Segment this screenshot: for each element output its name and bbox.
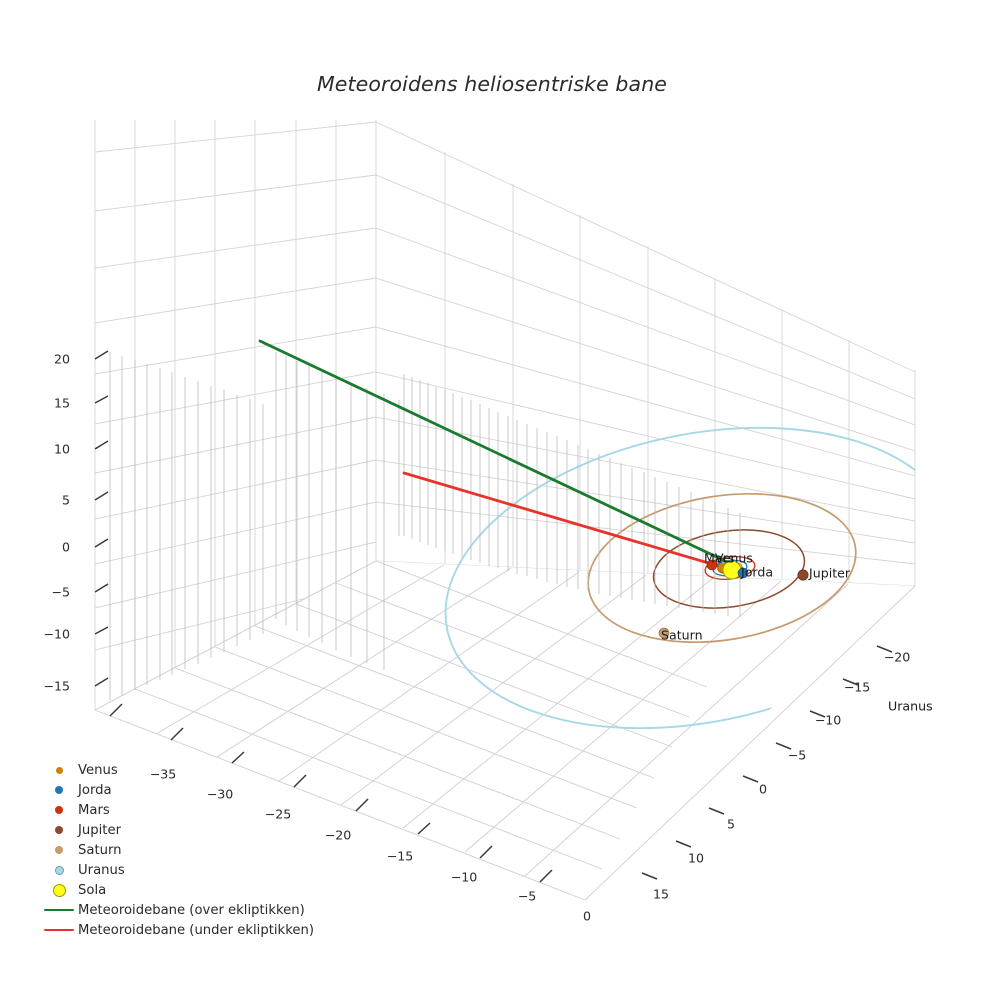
line-swatch-icon [40, 928, 78, 932]
meteoroid-track-below-ecliptic[interactable] [402, 471, 734, 572]
marker-jupiter [797, 569, 809, 581]
legend-item-track-above[interactable]: Meteoroidebane (over ekliptikken) [40, 900, 340, 920]
legend-item-label: Saturn [78, 842, 122, 858]
y-tick-label: 5 [726, 816, 736, 832]
legend-item-label: Uranus [78, 862, 125, 878]
legend-item-label: Sola [78, 882, 107, 898]
y-tick-label: −5 [787, 747, 807, 763]
y-tick-label: 0 [758, 781, 768, 797]
legend-item-saturn[interactable]: Saturn [40, 840, 340, 860]
marker-saturn [658, 627, 670, 639]
legend-item-venus[interactable]: Venus [40, 760, 340, 780]
orbit-jupiter [652, 529, 806, 609]
legend-item-jorda[interactable]: Jorda [40, 780, 340, 800]
x-tick-label: −35 [149, 766, 177, 782]
legend-item-label: Jupiter [78, 822, 121, 838]
x-tick-label: −5 [517, 888, 537, 904]
label-jorda: Jorda [741, 564, 774, 580]
orbit-saturn [587, 492, 857, 644]
z-tick-label: −5 [51, 584, 70, 600]
x-tick-label: −15 [386, 848, 414, 864]
z-tick-label: 0 [61, 539, 70, 555]
x-tick-label: −30 [206, 786, 234, 802]
legend-item-mars[interactable]: Mars [40, 800, 340, 820]
circle-marker-icon [40, 865, 78, 875]
legend-item-label: Venus [78, 762, 118, 778]
z-tick-label: 15 [53, 395, 70, 411]
x-tick-label: −10 [450, 869, 478, 885]
legend[interactable]: Venus Jorda Mars Jupiter Saturn Uranus S… [40, 760, 340, 940]
left-wall-panel [94, 120, 377, 711]
meteoroid-track-above-ecliptic[interactable] [258, 339, 742, 570]
circle-marker-icon [40, 846, 78, 854]
legend-item-label: Meteoroidebane (under ekliptikken) [78, 922, 314, 938]
marker-uranus [877, 700, 888, 711]
circle-marker-icon [40, 806, 78, 814]
legend-item-label: Jorda [78, 782, 112, 798]
circle-marker-icon [40, 883, 78, 897]
line-swatch-icon [40, 908, 78, 912]
label-jupiter: Jupiter [809, 565, 851, 581]
legend-item-sola[interactable]: Sola [40, 880, 340, 900]
z-tick-label: −15 [43, 678, 70, 694]
y-tick-label: −20 [883, 649, 911, 665]
y-tick-label: 15 [652, 886, 670, 902]
z-tick-label: 10 [53, 441, 70, 457]
x-tick-label: −20 [324, 827, 352, 843]
page-title: Meteoroidens heliosentriske bane [316, 72, 668, 96]
legend-item-track-below[interactable]: Meteoroidebane (under ekliptikken) [40, 920, 340, 940]
legend-item-label: Mars [78, 802, 110, 818]
y-tick-label: 10 [687, 850, 705, 866]
circle-marker-icon [40, 826, 78, 834]
y-tick-label: −10 [814, 712, 842, 728]
trajectory-stem-lines [109, 352, 741, 700]
orbit-uranus [444, 426, 915, 730]
y-tick-label: −15 [843, 679, 871, 695]
z-tick-label: −10 [43, 626, 70, 642]
marker-jorda [737, 567, 749, 579]
label-mars: Mars [704, 550, 735, 566]
x-tick-label: 0 [582, 908, 592, 924]
legend-item-uranus[interactable]: Uranus [40, 860, 340, 880]
circle-marker-icon [40, 766, 78, 774]
z-tick-label: 5 [61, 492, 70, 508]
label-saturn: Saturn [661, 627, 703, 643]
z-tick-label: 20 [53, 351, 70, 367]
marker-mars [706, 559, 718, 571]
label-venus: Venus [715, 550, 753, 566]
legend-item-jupiter[interactable]: Jupiter [40, 820, 340, 840]
label-uranus: Uranus [888, 698, 933, 714]
axis-ticks [94, 350, 893, 883]
circle-marker-icon [40, 786, 78, 794]
x-tick-label: −25 [264, 806, 292, 822]
floor-panel [94, 560, 916, 901]
legend-item-label: Meteoroidebane (over ekliptikken) [78, 902, 305, 918]
